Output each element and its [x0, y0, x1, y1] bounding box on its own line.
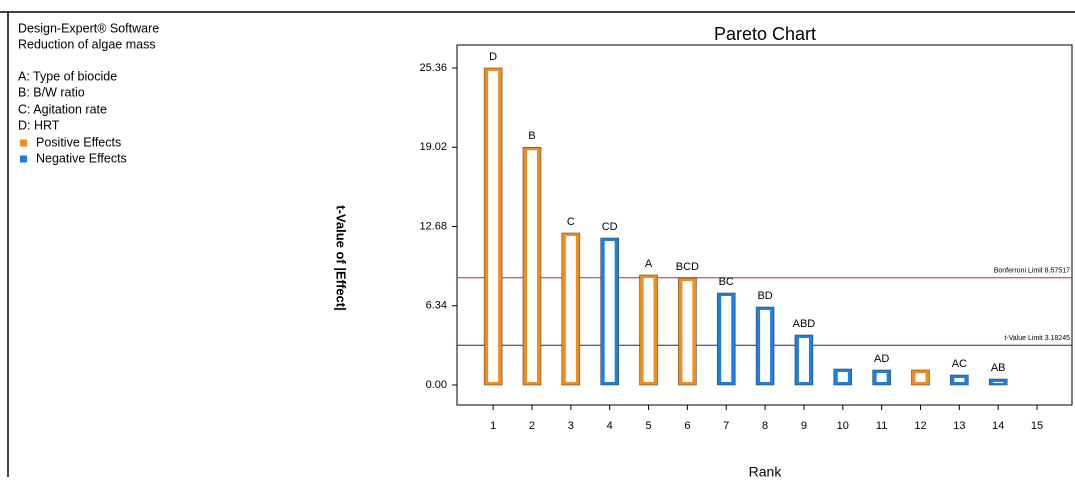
factor: A: Type of biocide	[18, 69, 117, 83]
x-tick-label: 10	[837, 420, 849, 432]
factor: D: HRT	[18, 118, 60, 132]
bar-inner	[565, 236, 576, 382]
x-tick-label: 12	[914, 420, 926, 432]
bar-inner	[915, 373, 926, 382]
y-axis-label: t-Value of |Effect|	[334, 205, 349, 311]
factor: B: B/W ratio	[18, 85, 85, 99]
y-tick-label: 0.00	[426, 379, 447, 391]
y-tick-label: 6.34	[426, 300, 447, 312]
x-tick-label: 6	[684, 420, 690, 432]
bar-label: ABD	[793, 318, 816, 330]
reference-label: t-Value Limit 3.18245	[1004, 335, 1070, 342]
x-tick-label: 13	[953, 420, 965, 432]
x-tick-label: 4	[607, 420, 613, 432]
bar-label: AD	[874, 353, 889, 365]
x-tick-label: 7	[723, 420, 729, 432]
legend-label: Positive Effects	[36, 135, 121, 149]
x-tick-label: 1	[490, 420, 496, 432]
bar-label: D	[489, 51, 497, 63]
bar-label: CD	[602, 221, 618, 233]
software: Design-Expert® Software	[18, 21, 159, 35]
x-tick-label: 11	[876, 420, 887, 432]
plot-area	[456, 44, 1073, 406]
x-tick-label: 14	[992, 420, 1004, 432]
bar-inner	[721, 296, 732, 382]
x-tick-label: 15	[1031, 420, 1043, 432]
reference-label: Bonferroni Limit 8.57517	[994, 268, 1070, 275]
bar-inner	[837, 372, 848, 382]
y-tick-label: 12.68	[419, 220, 447, 232]
bar-label: BD	[757, 290, 772, 302]
bar-label: BC	[719, 276, 734, 288]
legend-swatch	[20, 139, 27, 147]
bar-label: AB	[991, 362, 1006, 374]
factor: C: Agitation rate	[18, 102, 107, 116]
x-tick-label: 2	[529, 420, 535, 432]
bar-label: C	[567, 216, 575, 228]
bar-inner	[798, 338, 809, 382]
bar-label: BCD	[676, 261, 699, 273]
x-tick-label: 9	[801, 420, 807, 432]
bar-inner	[993, 382, 1004, 383]
bar-label: B	[528, 130, 535, 142]
y-tick-label: 25.36	[419, 62, 447, 74]
response: Reduction of algae mass	[18, 37, 156, 51]
x-tick-label: 8	[762, 420, 768, 432]
bar-inner	[954, 378, 965, 382]
bar-inner	[876, 373, 887, 382]
bar-inner	[526, 150, 537, 382]
bar-label: A	[645, 258, 653, 270]
bar-inner	[488, 71, 499, 382]
chart-title: Pareto Chart	[714, 24, 816, 44]
legend-label: Negative Effects	[36, 151, 127, 165]
bar-inner	[604, 241, 615, 382]
bar-inner	[760, 310, 771, 382]
bar-inner	[682, 281, 693, 382]
x-axis-label: Rank	[749, 464, 783, 477]
y-tick-label: 19.02	[419, 141, 447, 153]
x-tick-label: 5	[645, 420, 651, 432]
bar-label: AC	[952, 358, 967, 370]
legend-swatch	[20, 155, 27, 163]
bar-inner	[643, 278, 654, 382]
x-tick-label: 3	[568, 420, 574, 432]
